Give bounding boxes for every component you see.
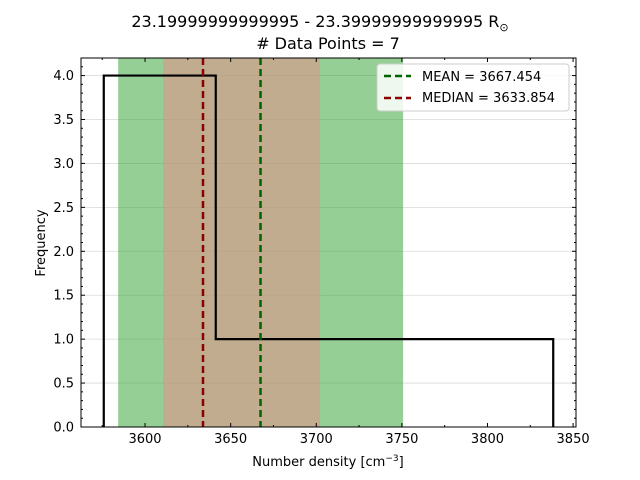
y-tick-label: 2.5 bbox=[53, 201, 74, 216]
x-tick-label: 3650 bbox=[214, 432, 247, 447]
y-tick-label: 3.0 bbox=[53, 157, 74, 172]
chart-title-line2: # Data Points = 7 bbox=[256, 34, 400, 53]
y-axis-label: Frequency bbox=[34, 209, 49, 276]
x-tick-label: 3700 bbox=[300, 432, 333, 447]
y-tick-label: 4.0 bbox=[53, 69, 74, 84]
y-tick-label: 2.0 bbox=[53, 245, 74, 260]
chart-title-line1: 23.19999999999995 - 23.39999999999995 R⊙ bbox=[131, 12, 508, 34]
x-tick-label: 3800 bbox=[471, 432, 504, 447]
y-tick-label: 0.0 bbox=[53, 421, 74, 436]
legend-median-label: MEDIAN = 3633.854 bbox=[422, 91, 555, 106]
histogram-step-outline bbox=[102, 74, 555, 427]
legend-mean-label: MEAN = 3667.454 bbox=[422, 70, 541, 85]
y-tick-label: 3.5 bbox=[53, 113, 74, 128]
x-axis-label: Number density [cm−3] bbox=[252, 454, 403, 470]
y-tick-label: 1.0 bbox=[53, 333, 74, 348]
legend: MEAN = 3667.454 MEDIAN = 3633.854 bbox=[376, 63, 570, 112]
plot-frame bbox=[80, 57, 577, 428]
x-tick-label: 3600 bbox=[128, 432, 161, 447]
inner-band bbox=[163, 58, 321, 427]
y-tick-label: 1.5 bbox=[53, 289, 74, 304]
legend-box bbox=[376, 63, 570, 112]
y-tick-label: 0.5 bbox=[53, 377, 74, 392]
x-tick-label: 3750 bbox=[385, 432, 418, 447]
x-tick-label: 3850 bbox=[557, 432, 590, 447]
